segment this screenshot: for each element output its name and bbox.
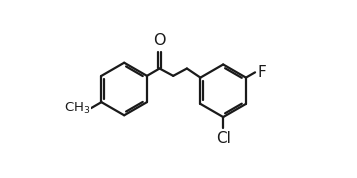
Text: CH$_3$: CH$_3$ (64, 101, 90, 116)
Text: O: O (153, 33, 166, 48)
Text: Cl: Cl (216, 131, 231, 146)
Text: F: F (257, 65, 266, 80)
